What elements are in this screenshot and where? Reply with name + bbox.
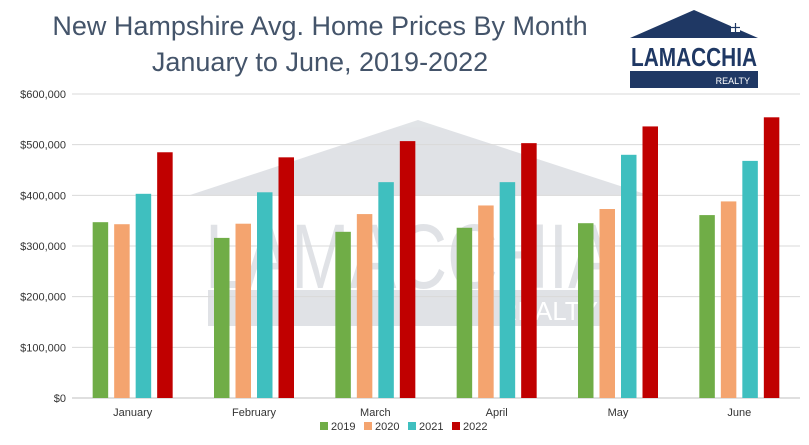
y-tick-label: $0 [54, 393, 66, 405]
legend: 2019 2020 2021 2022 [320, 421, 487, 433]
x-tick-label: June [727, 407, 751, 419]
bar-2019-march [335, 231, 351, 398]
legend-swatch [408, 422, 416, 430]
y-tick-label: $100,000 [20, 342, 66, 354]
x-tick-label: February [232, 407, 277, 419]
bar-2020-march [356, 214, 373, 398]
legend-label: 2022 [463, 421, 487, 433]
bar-2020-june [720, 201, 737, 398]
chart-subtitle: January to June, 2019-2022 [151, 47, 489, 77]
bar-2019-june [699, 215, 715, 398]
bar-2022-april [521, 143, 537, 398]
x-axis: January February March April May June [113, 407, 751, 419]
x-tick-label: May [608, 407, 629, 419]
y-tick-label: $600,000 [20, 89, 66, 101]
logo-name: LAMACCHIA [631, 42, 757, 72]
x-tick-label: April [486, 407, 508, 419]
bar-2022-march [399, 141, 416, 398]
bar-2021-april [499, 182, 516, 398]
bar-2020-april [478, 205, 494, 398]
bar-2019-may [578, 223, 594, 398]
legend-label: 2019 [331, 421, 355, 433]
bar-2021-june [742, 160, 758, 398]
legend-label: 2021 [419, 421, 443, 433]
y-tick-label: $300,000 [20, 241, 66, 253]
x-tick-label: March [360, 407, 391, 419]
legend-swatch [364, 422, 372, 430]
logo-sub: REALTY [716, 76, 750, 86]
bar-2022-february [278, 157, 294, 398]
bar-2019-february [214, 237, 230, 398]
bar-2019-january [92, 222, 109, 398]
y-tick-label: $400,000 [20, 190, 66, 202]
gridlines [72, 93, 800, 399]
bar-2020-may [599, 209, 615, 398]
bar-2019-april [456, 227, 473, 398]
y-tick-label: $200,000 [20, 292, 66, 304]
bar-2021-february [257, 192, 273, 398]
bar-2021-january [135, 193, 152, 398]
y-axis: $0 $100,000 $200,000 $300,000 $400,000 $500,0… [20, 89, 66, 405]
chart-title-block: New Hampshire Avg. Home Prices By Month … [0, 8, 640, 80]
bar-2022-january [157, 152, 173, 398]
legend-swatch [452, 422, 460, 430]
x-tick-label: January [113, 407, 153, 419]
bar-2021-may [621, 154, 637, 398]
lamacchia-logo: LAMACCHIA REALTY [630, 10, 758, 88]
bar-2022-may [642, 126, 658, 398]
legend-label: 2020 [375, 421, 399, 433]
legend-swatch [320, 422, 328, 430]
bar-2020-february [235, 223, 251, 398]
bar-2022-june [763, 117, 780, 398]
bar-2021-march [378, 182, 394, 398]
chart-title: New Hampshire Avg. Home Prices By Month [52, 11, 588, 41]
y-tick-label: $500,000 [20, 140, 66, 152]
bars [92, 117, 780, 398]
bar-2020-january [114, 224, 130, 398]
